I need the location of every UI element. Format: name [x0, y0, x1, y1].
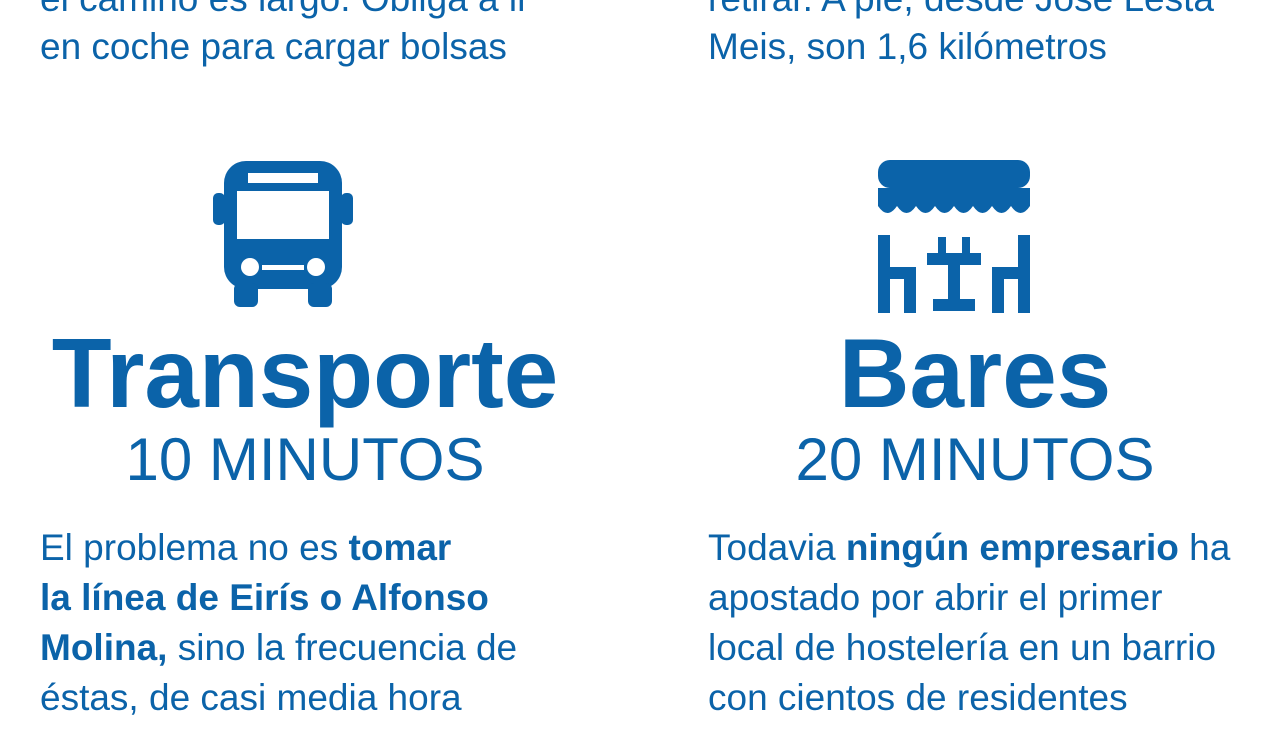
text: apostado por abrir el primer [708, 577, 1163, 618]
top-text: el camino es largo. Obliga a ir [40, 0, 529, 24]
description-line: local de hostelería en un barrio [708, 623, 1230, 673]
description-line: éstas, de casi media hora [40, 673, 517, 723]
text: con cientos de residentes [708, 677, 1128, 718]
text: sino la frecuencia de [167, 627, 518, 668]
item-title: Transporte [51, 318, 559, 428]
description-line: El problema no es tomar [40, 523, 517, 573]
bus-icon [213, 161, 353, 307]
text: éstas, de casi media hora [40, 677, 462, 718]
bold-text: ningún empresario [845, 527, 1179, 568]
description-line: con cientos de residentes [708, 673, 1230, 723]
bar-icon [878, 160, 1030, 313]
item-time: 20 MINUTOS [795, 426, 1155, 493]
description-line: Todavia ningún empresario ha [708, 523, 1230, 573]
description-line: apostado por abrir el primer [708, 573, 1230, 623]
text: El problema no es [40, 527, 349, 568]
top-text: retirar. A pie, desde José Lesta [708, 0, 1214, 24]
text: local de hostelería en un barrio [708, 627, 1217, 668]
top-text: Meis, son 1,6 kilómetros [708, 26, 1107, 67]
bold-text: tomar [348, 527, 452, 568]
item-title: Bares [838, 318, 1112, 428]
item-description: El problema no es tomar la línea de Eirís… [40, 523, 517, 723]
text: ha [1178, 527, 1231, 568]
item-description: Todavia ningún empresario ha apostado por… [708, 523, 1230, 723]
top-text: en coche para cargar bolsas [40, 26, 507, 67]
description-line: la línea de Eirís o Alfonso [40, 573, 517, 623]
description-line: Molina, sino la frecuencia de [40, 623, 517, 673]
bold-text: la línea de Eirís o Alfonso [40, 577, 489, 618]
item-time: 10 MINUTOS [125, 426, 485, 493]
text: Todavia [708, 527, 846, 568]
bold-text: Molina, [40, 627, 168, 668]
